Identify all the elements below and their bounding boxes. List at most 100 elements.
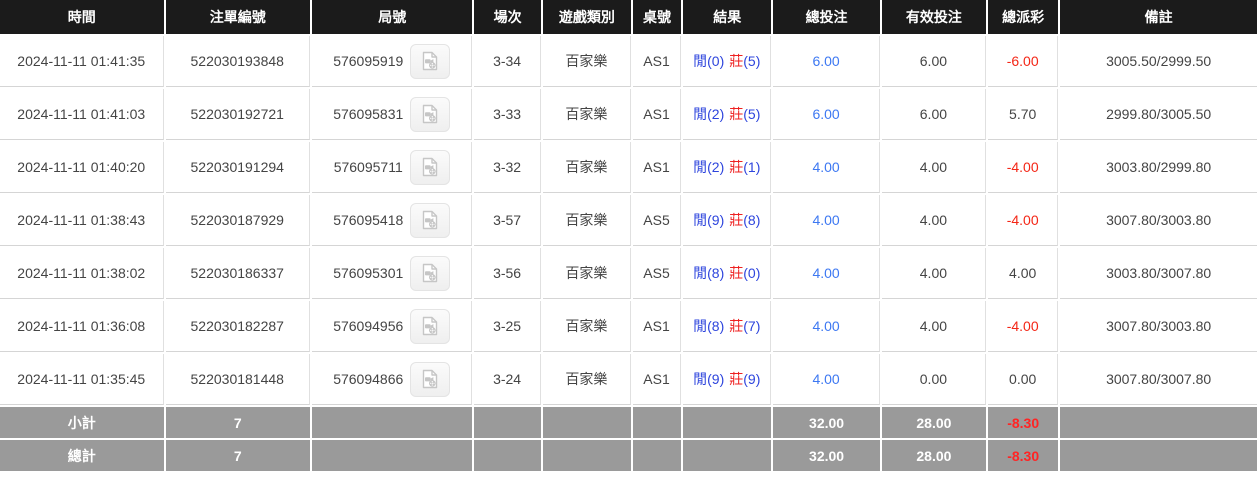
result-banker-points: (1) xyxy=(743,159,761,175)
cell-bet-id: 522030182287 xyxy=(165,301,310,352)
video-replay-button[interactable] xyxy=(410,361,451,397)
summary-payout: -8.30 xyxy=(988,440,1059,471)
video-file-icon xyxy=(423,210,438,230)
column-header-valid-bet: 有效投注 xyxy=(881,0,987,34)
column-header-remark: 備註 xyxy=(1060,0,1257,34)
column-header-round: 局號 xyxy=(311,0,473,34)
cell-result: 閒(9) 莊(9) xyxy=(683,354,772,405)
cell-remark: 2999.80/3005.50 xyxy=(1060,89,1257,140)
cell-session: 3-57 xyxy=(474,195,541,246)
summary-count: 7 xyxy=(165,440,310,471)
column-header-time: 時間 xyxy=(0,0,164,34)
table-row: 2024-11-11 01:38:43 522030187929 5760954… xyxy=(0,195,1257,246)
result-player: 閒(8) xyxy=(693,265,725,281)
result-banker-label: 莊 xyxy=(729,371,744,387)
table-footer: 小計 7 32.00 28.00 -8.30 總計 7 32.00 28.00 … xyxy=(0,407,1257,471)
cell-time: 2024-11-11 01:41:03 xyxy=(0,89,164,140)
result-banker-label: 莊 xyxy=(729,212,744,228)
cell-bet-id: 522030191294 xyxy=(165,142,310,193)
summary-empty-round xyxy=(311,407,473,438)
summary-total-bet: 32.00 xyxy=(773,440,880,471)
cell-total-bet: 4.00 xyxy=(773,142,880,193)
summary-empty-session xyxy=(474,440,541,471)
video-replay-button[interactable] xyxy=(410,96,451,132)
cell-session: 3-56 xyxy=(474,248,541,299)
cell-round: 576095919 xyxy=(311,36,473,87)
cell-remark: 3003.80/3007.80 xyxy=(1060,248,1257,299)
cell-total-bet: 4.00 xyxy=(773,195,880,246)
summary-label: 總計 xyxy=(0,440,164,471)
round-number: 576094956 xyxy=(333,318,404,334)
cell-time: 2024-11-11 01:38:02 xyxy=(0,248,164,299)
cell-payout: 5.70 xyxy=(988,89,1059,140)
cell-valid-bet: 4.00 xyxy=(881,301,987,352)
cell-round: 576094866 xyxy=(311,354,473,405)
summary-valid-bet: 28.00 xyxy=(881,407,987,438)
video-replay-button[interactable] xyxy=(410,308,451,344)
round-number: 576095711 xyxy=(333,159,403,175)
cell-remark: 3007.80/3003.80 xyxy=(1060,301,1257,352)
result-player: 閒(0) xyxy=(693,53,725,69)
result-player: 閒(9) xyxy=(693,212,725,228)
video-replay-button[interactable] xyxy=(410,255,451,291)
summary-empty-result xyxy=(683,407,772,438)
cell-valid-bet: 0.00 xyxy=(881,354,987,405)
summary-row: 總計 7 32.00 28.00 -8.30 xyxy=(0,440,1257,471)
result-banker-points: (7) xyxy=(743,318,761,334)
cell-result: 閒(8) 莊(0) xyxy=(683,248,772,299)
cell-session: 3-32 xyxy=(474,142,541,193)
cell-session: 3-24 xyxy=(474,354,541,405)
video-replay-button[interactable] xyxy=(410,43,451,79)
summary-empty-remark xyxy=(1060,407,1257,438)
result-player: 閒(9) xyxy=(693,371,725,387)
result-player: 閒(2) xyxy=(693,159,725,175)
table-body: 2024-11-11 01:41:35 522030193848 5760959… xyxy=(0,36,1257,405)
cell-remark: 3005.50/2999.50 xyxy=(1060,36,1257,87)
cell-bet-id: 522030187929 xyxy=(165,195,310,246)
summary-row: 小計 7 32.00 28.00 -8.30 xyxy=(0,407,1257,438)
result-banker-label: 莊 xyxy=(729,318,744,334)
cell-payout: 0.00 xyxy=(988,354,1059,405)
column-header-bet-id: 注單編號 xyxy=(165,0,310,34)
round-number: 576095418 xyxy=(333,212,404,228)
summary-empty-remark xyxy=(1060,440,1257,471)
cell-total-bet: 4.00 xyxy=(773,248,880,299)
cell-payout: -4.00 xyxy=(988,195,1059,246)
cell-bet-id: 522030186337 xyxy=(165,248,310,299)
cell-bet-id: 522030192721 xyxy=(165,89,310,140)
result-banker-label: 莊 xyxy=(729,53,744,69)
summary-empty-game-type xyxy=(542,440,631,471)
cell-table-no: AS5 xyxy=(632,248,682,299)
cell-round: 576095711 xyxy=(311,142,473,193)
result-banker-points: (9) xyxy=(743,371,761,387)
cell-valid-bet: 4.00 xyxy=(881,142,987,193)
cell-game-type: 百家樂 xyxy=(542,142,631,193)
column-header-payout: 總派彩 xyxy=(988,0,1059,34)
cell-bet-id: 522030193848 xyxy=(165,36,310,87)
cell-payout: 4.00 xyxy=(988,248,1059,299)
cell-game-type: 百家樂 xyxy=(542,354,631,405)
result-banker-label: 莊 xyxy=(729,265,744,281)
cell-total-bet: 6.00 xyxy=(773,36,880,87)
cell-table-no: AS1 xyxy=(632,89,682,140)
cell-session: 3-33 xyxy=(474,89,541,140)
video-replay-button[interactable] xyxy=(410,202,451,238)
video-file-icon xyxy=(422,157,437,177)
cell-total-bet: 6.00 xyxy=(773,89,880,140)
summary-payout: -8.30 xyxy=(988,407,1059,438)
column-header-result: 結果 xyxy=(683,0,772,34)
table-row: 2024-11-11 01:41:35 522030193848 5760959… xyxy=(0,36,1257,87)
video-replay-button[interactable] xyxy=(409,149,450,185)
cell-valid-bet: 4.00 xyxy=(881,248,987,299)
summary-empty-game-type xyxy=(542,407,631,438)
column-header-session: 場次 xyxy=(474,0,541,34)
round-number: 576095831 xyxy=(333,106,404,122)
cell-remark: 3007.80/3007.80 xyxy=(1060,354,1257,405)
cell-time: 2024-11-11 01:36:08 xyxy=(0,301,164,352)
cell-result: 閒(2) 莊(1) xyxy=(683,142,772,193)
cell-game-type: 百家樂 xyxy=(542,195,631,246)
summary-empty-table-no xyxy=(632,407,682,438)
table-row: 2024-11-11 01:40:20 522030191294 5760957… xyxy=(0,142,1257,193)
cell-valid-bet: 6.00 xyxy=(881,36,987,87)
